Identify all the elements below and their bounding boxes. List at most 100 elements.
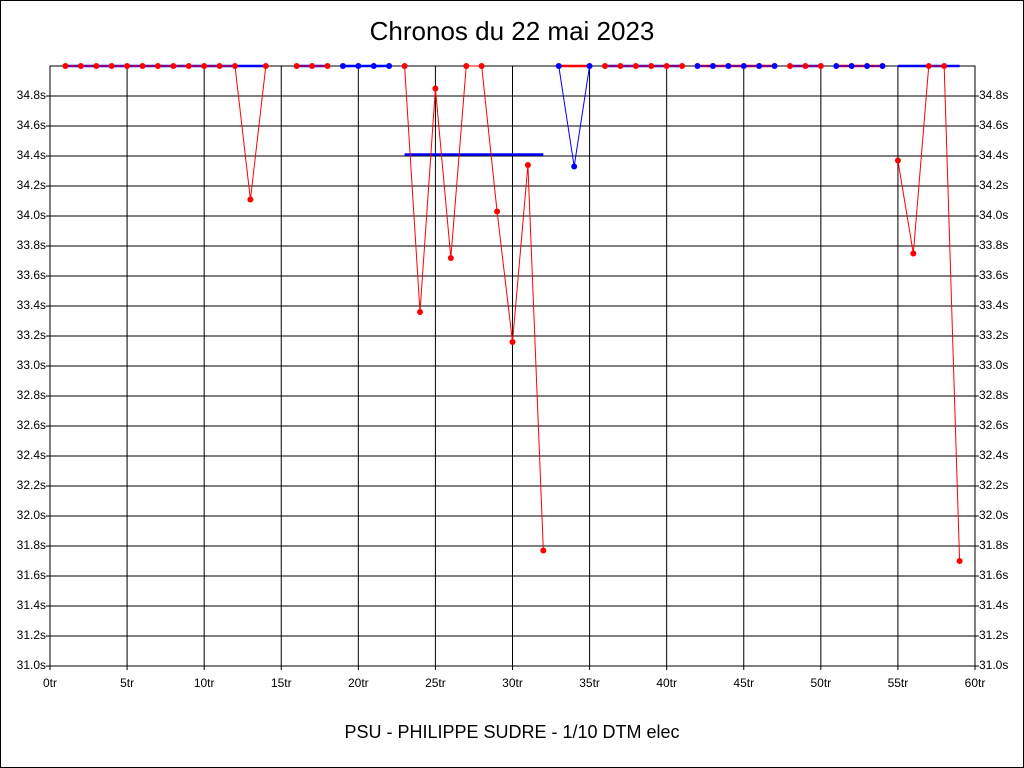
y2-tick-label: 32.8s	[979, 388, 1008, 402]
plot-area	[49, 65, 976, 667]
lap-point	[632, 63, 639, 69]
lap-point	[494, 208, 501, 215]
y-tick-label: 33.4s	[17, 298, 46, 312]
x-tick-label: 25tr	[425, 676, 446, 690]
y2-tick-label: 34.0s	[979, 208, 1008, 222]
lap-point	[463, 63, 470, 69]
lap-point	[740, 63, 747, 69]
y-tick-label: 34.2s	[17, 178, 46, 192]
x-tick-label: 30tr	[502, 676, 523, 690]
lap-point	[894, 157, 901, 164]
lap-point	[509, 339, 516, 345]
lap-point	[370, 63, 377, 69]
y-tick-label: 31.6s	[17, 568, 46, 582]
y2-tick-label: 31.0s	[979, 658, 1008, 672]
lap-point	[447, 255, 454, 261]
lap-point	[817, 63, 824, 69]
y-tick-label: 34.0s	[17, 208, 46, 222]
y2-tick-label: 33.4s	[979, 298, 1008, 312]
x-tick-label: 60tr	[965, 676, 986, 690]
x-tick-label: 40tr	[656, 676, 677, 690]
lap-point	[879, 63, 886, 69]
lap-point	[540, 547, 547, 554]
lap-point	[617, 63, 624, 69]
lap-point	[309, 63, 316, 69]
x-tick-label: 10tr	[194, 676, 215, 690]
lap-point	[232, 63, 238, 69]
lap-point	[154, 63, 161, 69]
y2-tick-label: 31.6s	[979, 568, 1008, 582]
y2-tick-label: 33.8s	[979, 238, 1008, 252]
lap-point	[185, 63, 192, 69]
y2-tick-label: 31.8s	[979, 538, 1008, 552]
y2-tick-label: 32.2s	[979, 478, 1008, 492]
y-tick-label: 31.8s	[17, 538, 46, 552]
lap-point	[124, 63, 131, 69]
lap-point	[524, 162, 531, 168]
lap-point	[432, 85, 439, 92]
lap-point	[478, 63, 485, 69]
y-tick-label: 32.4s	[17, 448, 46, 462]
y2-tick-label: 32.0s	[979, 508, 1008, 522]
chart-title: Chronos du 22 mai 2023	[370, 16, 655, 46]
lap-point	[648, 63, 655, 69]
lap-point	[864, 63, 871, 69]
lap-point	[170, 63, 177, 69]
y-tick-label: 31.0s	[17, 658, 46, 672]
x-tick-label: 5tr	[120, 676, 134, 690]
lap-point	[417, 309, 423, 315]
y-tick-label: 31.2s	[17, 628, 46, 642]
y-tick-label: 32.8s	[17, 388, 46, 402]
y2-tick-label: 34.2s	[979, 178, 1008, 192]
lap-point	[663, 63, 670, 69]
lap-point	[910, 250, 917, 257]
x-tick-label: 55tr	[888, 676, 909, 690]
lap-point	[139, 63, 146, 69]
y2-tick-label: 34.6s	[979, 118, 1008, 132]
y2-tick-label: 32.4s	[979, 448, 1008, 462]
x-tick-label: 0tr	[43, 676, 57, 690]
lap-point	[247, 196, 254, 203]
y-tick-label: 33.2s	[17, 328, 46, 342]
lap-point	[324, 63, 331, 69]
x-tick-label: 50tr	[810, 676, 831, 690]
y-tick-label: 34.6s	[17, 118, 46, 132]
lap-point	[802, 63, 809, 69]
lap-point	[833, 63, 840, 69]
lap-point	[555, 63, 562, 69]
lap-point	[216, 63, 223, 69]
y-tick-label: 33.6s	[17, 268, 46, 282]
lap-point	[93, 63, 100, 69]
lap-point	[787, 63, 793, 69]
y-tick-label: 32.2s	[17, 478, 46, 492]
y-tick-label: 33.0s	[17, 358, 46, 372]
y2-tick-label: 33.6s	[979, 268, 1008, 282]
lap-line	[404, 65, 544, 551]
y2-tick-label: 34.8s	[979, 88, 1008, 102]
lap-point	[679, 63, 686, 69]
lap-point	[848, 63, 855, 69]
lap-point	[956, 558, 963, 564]
lap-point	[771, 63, 778, 69]
lap-point	[108, 63, 115, 69]
y-tick-label: 33.8s	[17, 238, 46, 252]
lap-point	[571, 163, 578, 170]
lap-point	[694, 63, 701, 69]
y-tick-label: 32.0s	[17, 508, 46, 522]
lap-point	[925, 63, 932, 69]
x-axis-label: PSU - PHILIPPE SUDRE - 1/10 DTM elec	[344, 722, 679, 742]
x-tick-label: 35tr	[579, 676, 600, 690]
lap-point	[293, 63, 300, 69]
lap-point	[756, 63, 763, 69]
lap-point	[262, 63, 269, 69]
x-tick-label: 15tr	[271, 676, 292, 690]
y2-tick-label: 31.4s	[979, 598, 1008, 612]
lap-point	[586, 63, 593, 69]
lap-point	[725, 63, 732, 69]
lap-point	[602, 63, 608, 69]
lap-point	[62, 63, 69, 69]
x-tick-label: 45tr	[733, 676, 754, 690]
lap-point	[201, 63, 208, 69]
y2-tick-label: 33.0s	[979, 358, 1008, 372]
y-tick-label: 31.4s	[17, 598, 46, 612]
